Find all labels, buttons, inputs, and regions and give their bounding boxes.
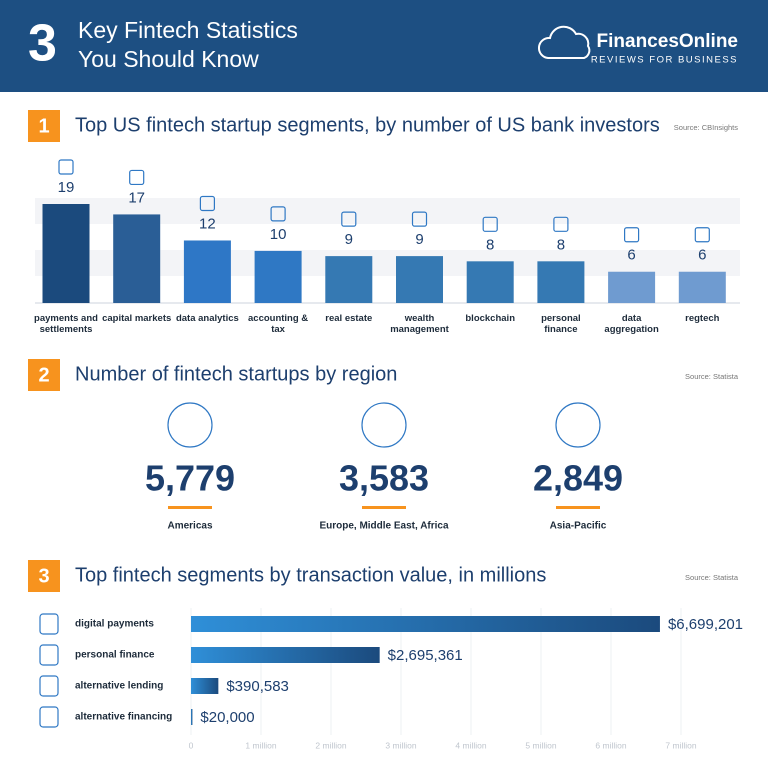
section-title: Number of fintech startups by region <box>75 363 397 385</box>
bar <box>191 647 380 663</box>
bar <box>191 678 219 694</box>
icon <box>694 227 710 243</box>
map-icon <box>361 402 407 448</box>
header-number: 3 <box>28 15 57 73</box>
underline <box>556 506 600 509</box>
icon <box>129 169 145 186</box>
section-number: 1 <box>38 115 49 137</box>
icon <box>341 211 357 227</box>
brand-tagline: REVIEWS FOR BUSINESS <box>591 55 738 66</box>
bar <box>678 271 726 303</box>
x-tick-label: capital markets <box>102 313 172 324</box>
stat-value: 2,849 <box>533 458 623 499</box>
icon <box>482 216 498 232</box>
value-label: 9 <box>345 231 353 248</box>
underline <box>168 506 212 509</box>
value-label: $390,583 <box>226 678 289 695</box>
bar <box>466 261 514 303</box>
value-label: 6 <box>698 247 706 264</box>
section-badge <box>28 560 60 592</box>
value-label: 6 <box>627 247 635 264</box>
bar <box>113 214 161 303</box>
section-number: 2 <box>38 364 49 386</box>
header-band <box>0 0 768 92</box>
value-label: 9 <box>415 231 423 248</box>
value-label: 10 <box>270 226 287 243</box>
section-badge <box>28 110 60 142</box>
value-label: $2,695,361 <box>388 647 463 664</box>
brand: FinancesOnline <box>597 31 738 52</box>
value-label: $20,000 <box>200 709 254 726</box>
x-tick-label: 4 million <box>455 740 486 750</box>
stat-label: Europe, Middle East, Africa <box>319 521 449 532</box>
x-tick-label: 2 million <box>315 740 346 750</box>
value-label: 8 <box>557 236 565 253</box>
icon <box>199 195 215 212</box>
y-tick-label: digital payments <box>75 619 154 630</box>
icon <box>270 206 286 222</box>
map-icon <box>167 402 213 448</box>
x-tick-label: wealth management <box>390 313 449 335</box>
value-label: 8 <box>486 236 494 253</box>
icon <box>58 159 74 175</box>
x-tick-label: 1 million <box>245 740 276 750</box>
icon <box>623 227 640 243</box>
x-tick-label: 7 million <box>665 740 696 750</box>
x-tick-label: real estate <box>325 313 373 324</box>
stat-label: Asia-Pacific <box>550 521 607 532</box>
bar <box>191 616 660 632</box>
x-tick-label: data aggregation <box>604 313 659 335</box>
stat-value: 5,779 <box>145 458 235 499</box>
y-tick-label: alternative lending <box>75 681 163 692</box>
icon <box>411 211 428 227</box>
section-number: 3 <box>38 565 49 587</box>
x-tick-label: personal finance <box>541 313 581 335</box>
icon <box>39 613 59 635</box>
section-title: Top fintech segments by transaction valu… <box>75 564 546 586</box>
bar <box>254 250 302 303</box>
source: Source: CBInsights <box>674 123 738 132</box>
source: Source: Statista <box>685 573 739 582</box>
section-badge <box>28 359 60 391</box>
stat-value: 3,583 <box>339 458 429 499</box>
x-tick-label: data analytics <box>175 313 239 324</box>
bar <box>42 204 90 303</box>
x-tick-label: 6 million <box>595 740 626 750</box>
value-label: $6,699,201 <box>668 616 743 633</box>
stat-label: Americas <box>167 521 212 532</box>
bar <box>537 261 585 303</box>
y-tick-label: personal finance <box>75 650 155 661</box>
logo <box>538 25 591 59</box>
value-label: 12 <box>199 215 216 232</box>
y-tick-label: alternative financing <box>75 712 172 723</box>
value-label: 17 <box>128 189 145 206</box>
bar <box>183 240 231 303</box>
icon <box>39 675 59 697</box>
x-tick-label: 5 million <box>525 740 556 750</box>
value-label: 19 <box>58 179 75 196</box>
x-tick-label: regtech <box>685 313 720 324</box>
section-title: Top US fintech startup segments, by numb… <box>75 114 660 136</box>
icon <box>39 706 59 728</box>
bar <box>608 271 656 303</box>
x-tick-label: 3 million <box>385 740 416 750</box>
x-tick-label: 0 <box>189 740 194 750</box>
bar <box>191 709 193 725</box>
x-tick-label: payments and settlements <box>34 313 98 335</box>
source: Source: Statista <box>685 372 739 381</box>
header-title: You Should Know <box>78 46 259 72</box>
map-icon <box>555 402 601 448</box>
underline <box>362 506 406 509</box>
x-tick-label: accounting & tax <box>248 313 309 335</box>
header-title: Key Fintech Statistics <box>78 17 298 43</box>
icon <box>39 644 59 666</box>
icon <box>553 216 569 232</box>
bar <box>396 256 443 303</box>
bar <box>325 256 373 303</box>
x-tick-label: blockchain <box>465 313 515 324</box>
